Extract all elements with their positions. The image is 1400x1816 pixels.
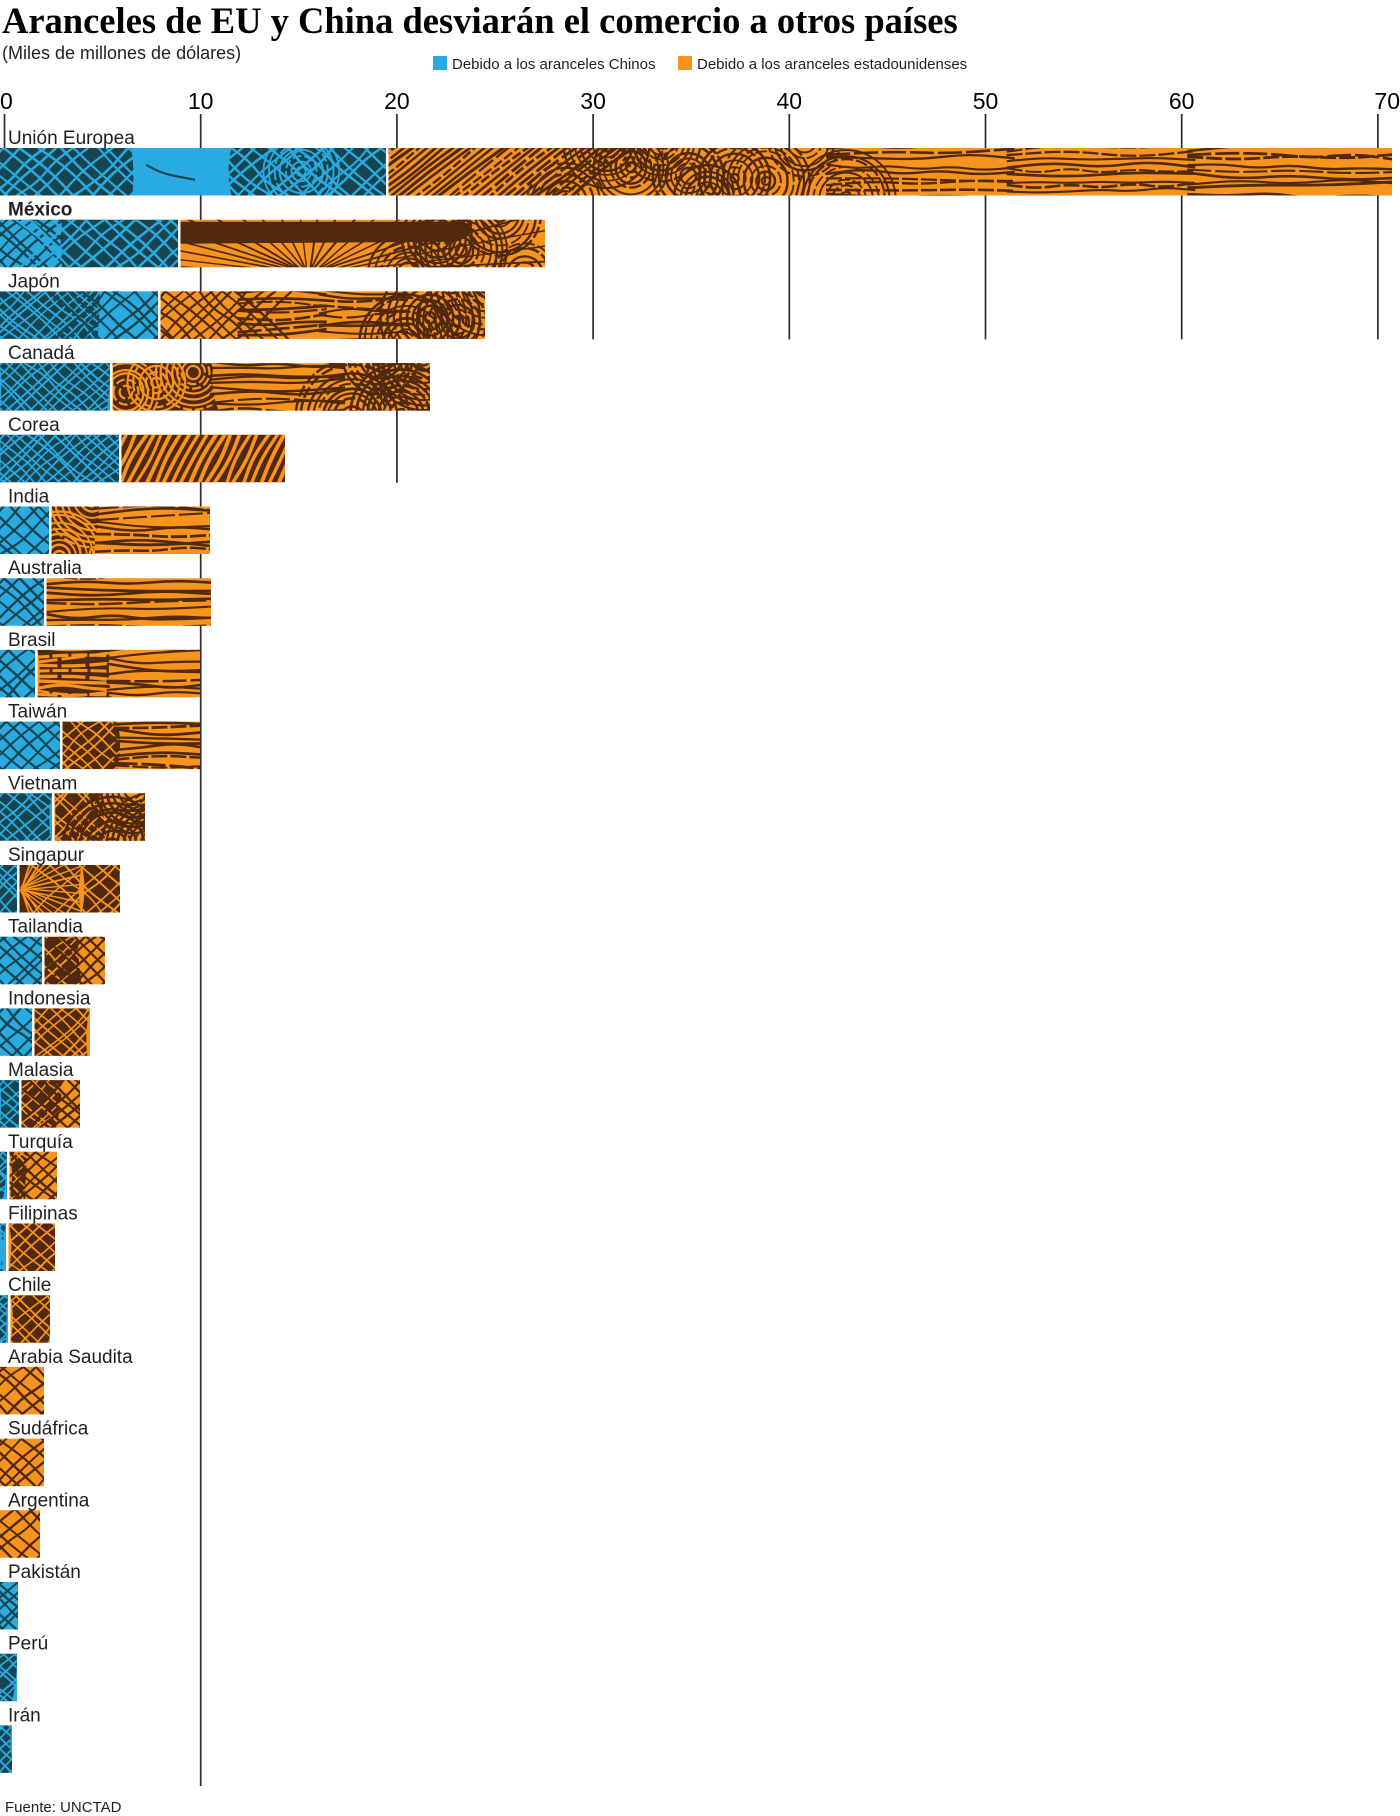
svg-text:Singapur: Singapur	[8, 845, 85, 866]
svg-text:Indonesia: Indonesia	[8, 988, 91, 1009]
svg-text:Corea: Corea	[8, 415, 60, 436]
svg-text:Filipinas: Filipinas	[8, 1204, 78, 1225]
svg-text:Unión Europea: Unión Europea	[8, 128, 135, 149]
svg-text:Tailandia: Tailandia	[8, 917, 83, 938]
svg-text:Brasil: Brasil	[8, 630, 56, 651]
svg-text:Sudáfrica: Sudáfrica	[8, 1419, 89, 1440]
svg-text:Vietnam: Vietnam	[8, 773, 77, 794]
svg-text:Japón: Japón	[8, 271, 60, 292]
svg-text:Debido a los aranceles Chinos: Debido a los aranceles Chinos	[452, 56, 655, 73]
svg-text:Taiwán: Taiwán	[8, 702, 67, 723]
svg-text:Aranceles de EU y China desvia: Aranceles de EU y China desviarán el com…	[2, 0, 958, 41]
svg-text:Argentina: Argentina	[8, 1490, 90, 1511]
svg-text:30: 30	[580, 88, 606, 114]
svg-text:Australia: Australia	[8, 558, 82, 579]
svg-text:México: México	[8, 200, 72, 221]
svg-text:60: 60	[1169, 88, 1195, 114]
svg-text:Pakistán: Pakistán	[8, 1562, 81, 1583]
svg-text:50: 50	[973, 88, 999, 114]
svg-text:Chile: Chile	[8, 1275, 51, 1296]
svg-text:Debido a los aranceles estadou: Debido a los aranceles estadounidenses	[697, 56, 967, 73]
svg-text:10: 10	[188, 88, 214, 114]
svg-text:India: India	[8, 487, 50, 508]
svg-text:Perú: Perú	[8, 1634, 48, 1655]
svg-text:Arabia Saudita: Arabia Saudita	[8, 1347, 133, 1368]
svg-text:Canadá: Canadá	[8, 343, 75, 364]
svg-text:Fuente: UNCTAD: Fuente: UNCTAD	[5, 1799, 122, 1816]
svg-text:Irán: Irán	[8, 1705, 41, 1726]
svg-text:Turquía: Turquía	[8, 1132, 73, 1153]
svg-text:70: 70	[1374, 88, 1400, 114]
svg-text:20: 20	[384, 88, 410, 114]
svg-text:0: 0	[0, 88, 13, 114]
svg-text:(Miles de millones de dólares): (Miles de millones de dólares)	[2, 43, 241, 63]
svg-text:40: 40	[777, 88, 803, 114]
svg-text:Malasia: Malasia	[8, 1060, 74, 1081]
